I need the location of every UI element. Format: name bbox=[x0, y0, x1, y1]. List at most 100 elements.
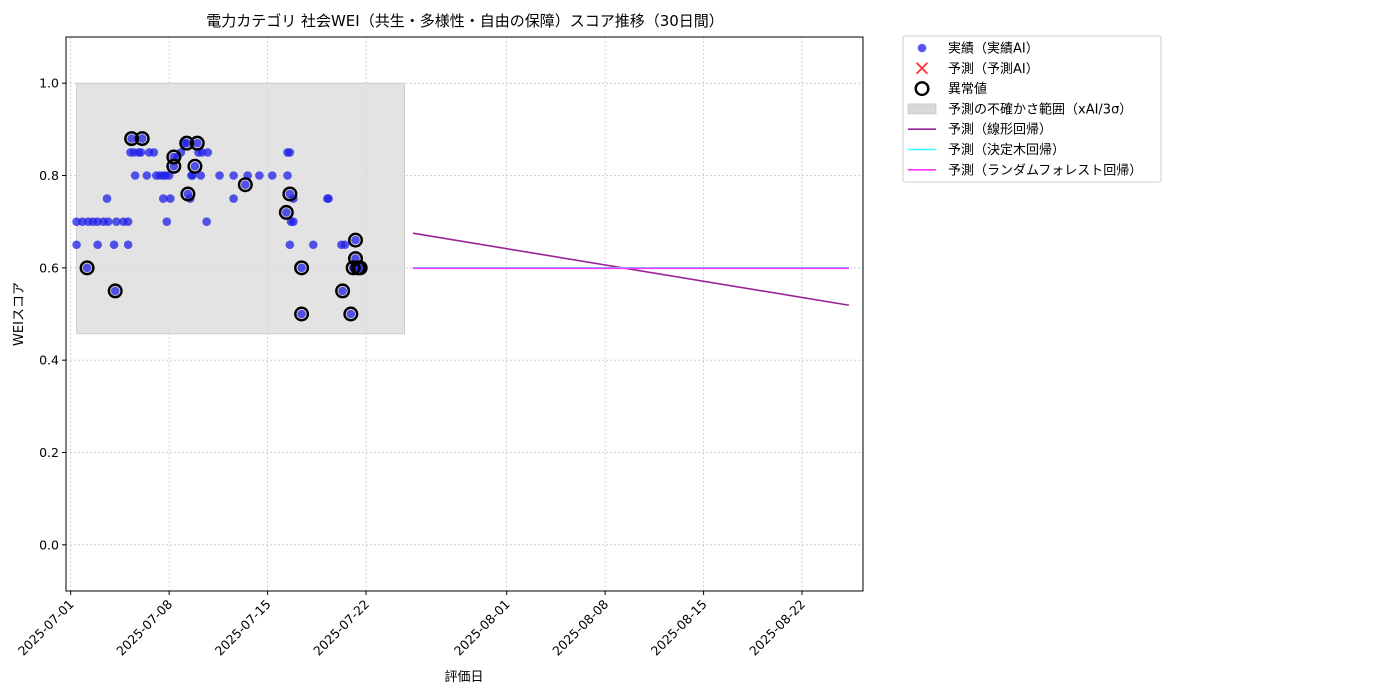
anomaly-ring bbox=[79, 260, 95, 276]
x-tick-label: 2025-08-22 bbox=[746, 597, 808, 659]
x-tick-label: 2025-08-15 bbox=[648, 597, 710, 659]
legend-label: 予測（決定木回帰） bbox=[948, 142, 1065, 158]
actual-point bbox=[282, 208, 291, 217]
anomaly-ring bbox=[124, 131, 140, 147]
anomaly-ring bbox=[343, 306, 359, 322]
actual-point bbox=[109, 240, 119, 250]
anomaly-ring bbox=[278, 204, 294, 220]
anomaly-ring bbox=[187, 158, 203, 174]
y-tick-label: 0.4 bbox=[39, 353, 59, 368]
actual-point bbox=[255, 171, 264, 180]
y-axis-ticks: 0.0 0.2 0.4 0.6 0.8 1.0 bbox=[39, 76, 66, 552]
x-tick-label: 2025-07-15 bbox=[212, 597, 274, 659]
y-tick-label: 0.8 bbox=[39, 168, 59, 183]
legend-label: 予測の不確かさ範囲（xAI/3σ） bbox=[948, 101, 1132, 117]
x-axis-label: 評価日 bbox=[444, 670, 483, 685]
actual-point bbox=[283, 171, 292, 180]
actual-point bbox=[285, 240, 295, 250]
actual-point bbox=[164, 171, 174, 180]
actual-point bbox=[190, 161, 200, 171]
actual-point bbox=[158, 194, 168, 203]
anomaly-ring bbox=[179, 135, 195, 151]
actual-point bbox=[112, 217, 121, 226]
forecast-line bbox=[412, 232, 850, 307]
actual-point bbox=[229, 171, 238, 180]
actual-point bbox=[203, 148, 213, 157]
anomaly-ring bbox=[180, 186, 196, 202]
x-tick-label: 2025-08-01 bbox=[451, 597, 513, 659]
uncertainty-band bbox=[76, 82, 406, 335]
anomaly-ring bbox=[166, 158, 182, 174]
anomaly-ring bbox=[294, 306, 310, 322]
legend-label: 異常値 bbox=[948, 81, 987, 97]
anomaly-rings-layer bbox=[79, 131, 368, 322]
anomaly-ring bbox=[282, 186, 298, 202]
legend-swatch-band bbox=[907, 103, 937, 115]
actual-point bbox=[267, 171, 277, 180]
actual-point bbox=[162, 217, 172, 226]
legend-frame bbox=[902, 35, 1162, 183]
legend-swatch-dot bbox=[917, 43, 927, 53]
actual-point bbox=[215, 171, 224, 180]
actual-point bbox=[192, 138, 202, 148]
actual-point bbox=[309, 240, 318, 250]
actual-point bbox=[289, 217, 298, 226]
actual-point bbox=[103, 217, 113, 226]
actual-point bbox=[166, 194, 175, 203]
forecast-lines-layer bbox=[412, 232, 850, 307]
legend-label: 実績（実績AI） bbox=[948, 41, 1039, 57]
legend-swatch-ring bbox=[914, 81, 930, 97]
y-tick-label: 0.6 bbox=[39, 260, 59, 275]
legend-label: 予測（ランダムフォレスト回帰） bbox=[948, 162, 1142, 178]
anomaly-ring bbox=[352, 260, 368, 276]
legend-label: 予測（予測AI） bbox=[948, 62, 1039, 77]
chart-title: 電力カテゴリ 社会WEI（共生・多様性・自由の保障）スコア推移（30日間） bbox=[206, 12, 724, 30]
anomaly-ring bbox=[166, 149, 182, 165]
actual-point bbox=[130, 171, 140, 180]
anomaly-ring bbox=[347, 232, 363, 248]
y-tick-label: 1.0 bbox=[39, 76, 59, 91]
actual-point bbox=[196, 171, 206, 180]
anomaly-ring bbox=[134, 131, 150, 147]
x-tick-label: 2025-07-08 bbox=[113, 596, 175, 658]
legend-label: 予測（線形回帰） bbox=[948, 122, 1052, 138]
actual-point bbox=[202, 217, 211, 226]
actual-point bbox=[297, 309, 306, 319]
actual-point bbox=[285, 148, 295, 157]
x-tick-label: 2025-07-01 bbox=[15, 597, 77, 659]
x-tick-label: 2025-08-08 bbox=[549, 596, 611, 658]
actual-point bbox=[82, 263, 92, 273]
x-axis-ticks: 2025-07-01 2025-07-08 2025-07-15 2025-07-22… bbox=[15, 591, 808, 658]
anomaly-ring bbox=[237, 177, 253, 193]
y-tick-label: 0.0 bbox=[39, 537, 59, 552]
actual-point bbox=[72, 240, 81, 250]
actual-point bbox=[93, 240, 102, 250]
x-tick-label: 2025-07-22 bbox=[310, 597, 372, 659]
anomaly-ring bbox=[107, 283, 123, 299]
y-axis-label: WEIスコア bbox=[12, 282, 27, 346]
actual-point bbox=[340, 240, 350, 250]
anomaly-ring bbox=[345, 260, 361, 276]
actual-point bbox=[149, 148, 159, 157]
actual-point bbox=[351, 235, 360, 245]
anomaly-ring bbox=[189, 135, 205, 151]
actual-point bbox=[338, 286, 347, 296]
actual-point bbox=[297, 263, 306, 273]
actual-point bbox=[123, 240, 133, 250]
anomaly-ring bbox=[335, 283, 351, 299]
y-tick-label: 0.2 bbox=[39, 445, 59, 460]
actual-point bbox=[123, 217, 133, 226]
actual-point bbox=[136, 148, 146, 157]
actual-point bbox=[241, 180, 250, 190]
actual-point bbox=[182, 138, 192, 148]
actual-point bbox=[102, 194, 112, 203]
actual-point bbox=[229, 194, 238, 203]
anomaly-ring bbox=[294, 260, 310, 276]
actual-point bbox=[346, 309, 356, 319]
legend-swatch-x bbox=[915, 62, 929, 75]
actual-point bbox=[137, 134, 147, 143]
actual-point bbox=[127, 134, 136, 143]
plot-area-frame bbox=[65, 36, 864, 592]
